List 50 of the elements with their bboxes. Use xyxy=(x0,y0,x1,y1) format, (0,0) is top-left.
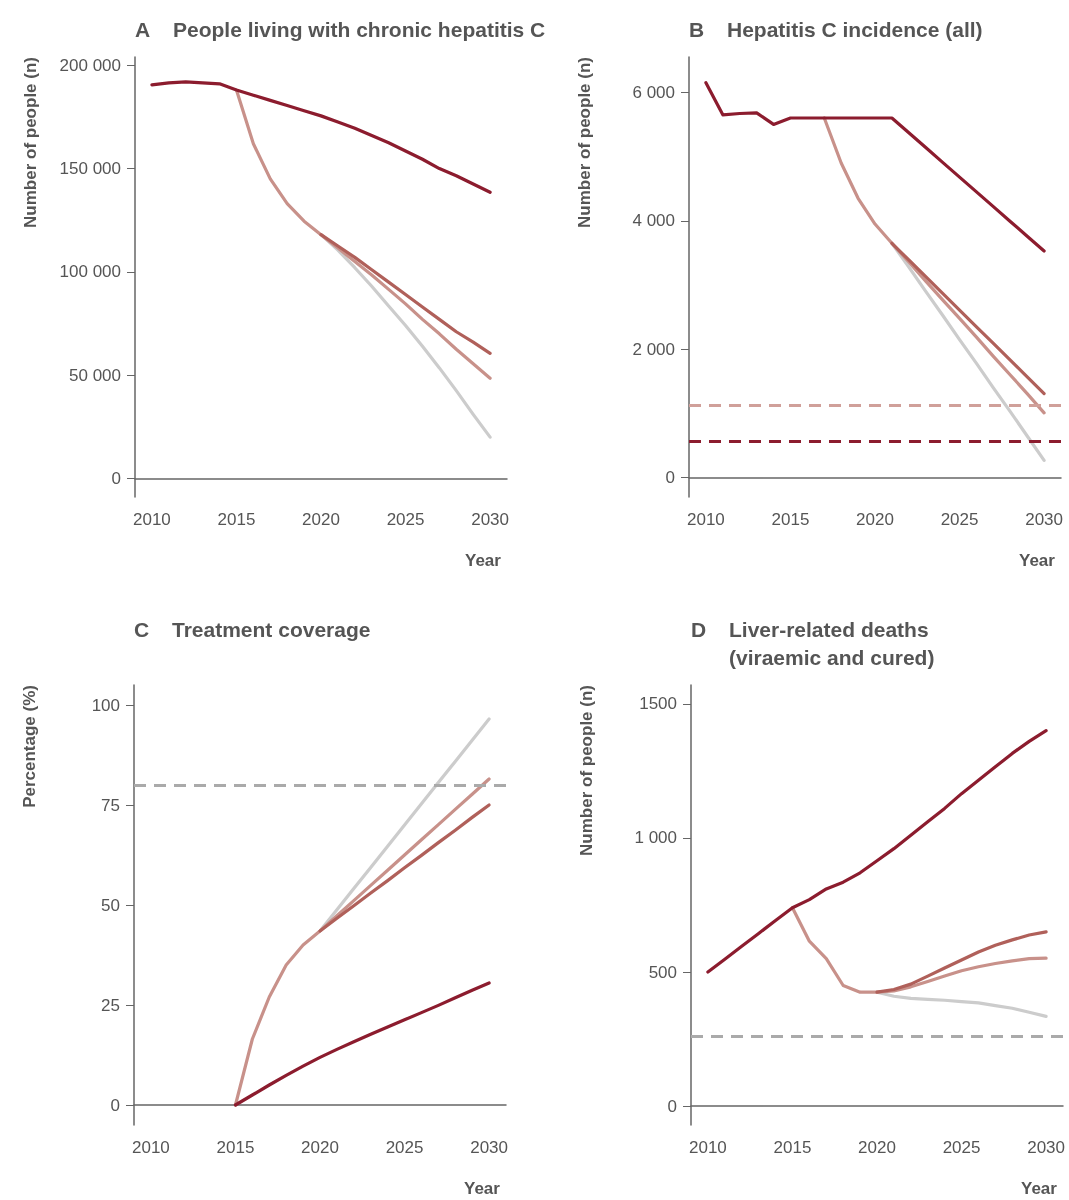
y-tick-label: 25 xyxy=(101,995,120,1015)
y-axis-title: Number of people (n) xyxy=(21,57,40,228)
x-tick-label: 2020 xyxy=(858,1138,896,1157)
y-tick-label: 2 000 xyxy=(632,339,675,359)
y-tick-label: 1500 xyxy=(639,694,677,714)
x-tick-label: 2020 xyxy=(302,510,340,529)
x-tick-label: 2030 xyxy=(471,510,509,529)
y-tick-label: 6 000 xyxy=(632,82,675,102)
x-tick-label: 2010 xyxy=(687,510,725,529)
y-tick-label: 100 000 xyxy=(59,262,121,282)
y-tick-label: 4 000 xyxy=(632,211,675,231)
y-tick-label: 50 000 xyxy=(69,365,121,385)
x-tick-label: 2020 xyxy=(301,1138,339,1157)
y-tick-label: 0 xyxy=(665,468,675,488)
x-tick-label: 2030 xyxy=(470,1138,508,1157)
y-axis-title: Percentage (%) xyxy=(20,685,39,808)
y-tick-label: 75 xyxy=(101,795,120,815)
y-tick-label: 500 xyxy=(648,962,677,982)
y-tick-label: 150 000 xyxy=(59,159,121,179)
x-tick-label: 2025 xyxy=(385,1138,424,1157)
y-tick-label: 1 000 xyxy=(634,828,677,848)
chart-title: D Liver-related deaths (viraemic and cured) xyxy=(691,617,935,669)
y-tick-label: 0 xyxy=(667,1096,677,1116)
y-axis-title: Number of people (n) xyxy=(577,685,596,856)
x-tick-label: 2015 xyxy=(216,1138,255,1157)
x-axis-title: Year xyxy=(1019,551,1056,570)
x-tick-label: 2030 xyxy=(1027,1138,1065,1157)
chart-title: B Hepatitis C incidence (all) xyxy=(689,17,983,41)
x-axis-title: Year xyxy=(464,1179,501,1198)
y-tick-label: 50 xyxy=(101,895,120,915)
y-tick-label: 200 000 xyxy=(59,55,121,75)
y-tick-label: 100 xyxy=(91,695,120,715)
x-tick-label: 2010 xyxy=(132,1138,170,1157)
y-tick-label: 0 xyxy=(110,1095,120,1115)
x-tick-label: 2020 xyxy=(856,510,894,529)
y-axis-title: Number of people (n) xyxy=(575,57,594,228)
x-tick-label: 2015 xyxy=(771,510,810,529)
x-axis-title: Year xyxy=(1021,1179,1058,1198)
x-tick-label: 2015 xyxy=(773,1138,812,1157)
x-tick-label: 2010 xyxy=(689,1138,727,1157)
chart-title: C Treatment coverage xyxy=(134,617,371,641)
x-tick-label: 2025 xyxy=(386,510,425,529)
x-tick-label: 2010 xyxy=(133,510,171,529)
x-tick-label: 2015 xyxy=(217,510,256,529)
y-tick-label: 0 xyxy=(111,468,121,488)
chart-title: A People living with chronic hepatitis C xyxy=(135,17,546,41)
x-tick-label: 2030 xyxy=(1025,510,1064,529)
x-tick-label: 2025 xyxy=(942,1138,981,1157)
x-axis-title: Year xyxy=(465,551,502,570)
x-tick-label: 2025 xyxy=(940,510,979,529)
